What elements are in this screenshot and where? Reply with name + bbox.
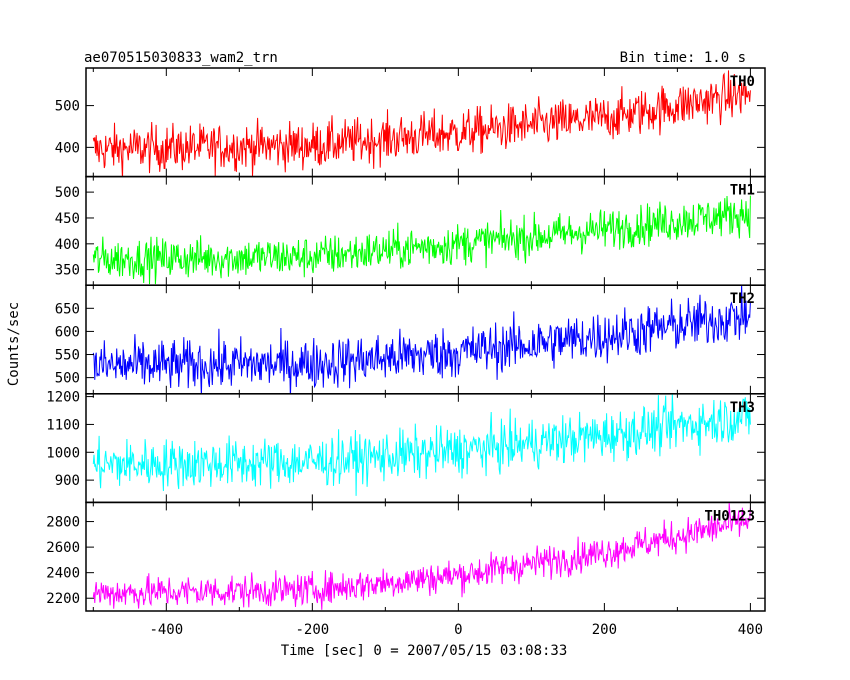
y-tick-label: 2400 xyxy=(46,566,80,582)
panels-group: 400 500 TH0 350 400 450 500 TH1 500 550 600 650 TH2 9… xyxy=(46,67,766,612)
y-tick-label: 650 xyxy=(55,301,80,317)
panel-th3: 900 1000 1100 1200 TH3 xyxy=(46,390,766,504)
x-axis: -400 -200 0 200 400 xyxy=(149,622,763,638)
y-tick-label: 350 xyxy=(55,263,80,279)
y-tick-label: 400 xyxy=(55,237,80,253)
y-tick-label: 500 xyxy=(55,371,80,387)
x-tick-label: 200 xyxy=(592,622,617,638)
y-tick-label: 1100 xyxy=(46,417,80,433)
y-axis-label: Counts/sec xyxy=(6,302,22,386)
panel-label-th2: TH2 xyxy=(730,291,755,307)
panel-th2: 500 550 600 650 TH2 xyxy=(55,284,766,395)
series-line-th3 xyxy=(92,393,751,496)
panel-label-th0: TH0 xyxy=(730,74,755,90)
y-tick-label: 500 xyxy=(55,99,80,115)
series-line-th0 xyxy=(92,70,751,177)
chart-title: ae070515030833_wam2_trn xyxy=(84,50,278,66)
panel-frame xyxy=(85,67,766,178)
y-tick-label: 500 xyxy=(55,185,80,201)
bin-time-label: Bin time: 1.0 s xyxy=(620,50,746,66)
panel-frame xyxy=(85,501,766,612)
series-line-th0123 xyxy=(92,502,751,610)
panel-th1: 350 400 450 500 TH1 xyxy=(55,175,766,286)
y-tick-label: 450 xyxy=(55,211,80,227)
x-tick-label: -200 xyxy=(295,622,329,638)
y-tick-label: 900 xyxy=(55,473,80,489)
series-line-th2 xyxy=(92,285,751,394)
y-tick-label: 1000 xyxy=(46,445,80,461)
series-line-th1 xyxy=(92,195,751,285)
x-axis-label: Time [sec] 0 = 2007/05/15 03:08:33 xyxy=(281,643,568,659)
x-tick-label: 400 xyxy=(738,622,763,638)
panel-label-th1: TH1 xyxy=(730,183,755,199)
y-tick-label: 400 xyxy=(55,140,80,156)
y-tick-label: 600 xyxy=(55,324,80,340)
panel-label-th0123: TH0123 xyxy=(704,508,755,524)
y-tick-label: 2800 xyxy=(46,515,80,531)
panel-th0: 400 500 TH0 xyxy=(55,67,766,178)
y-tick-label: 2200 xyxy=(46,591,80,607)
panel-th0123: 2200 2400 2600 2800 TH0123 xyxy=(46,501,766,612)
panel-label-th3: TH3 xyxy=(730,400,755,416)
x-tick-label: 0 xyxy=(454,622,462,638)
x-tick-label: -400 xyxy=(149,622,183,638)
y-tick-label: 550 xyxy=(55,348,80,364)
y-tick-label: 2600 xyxy=(46,540,80,556)
y-tick-label: 1200 xyxy=(46,390,80,406)
